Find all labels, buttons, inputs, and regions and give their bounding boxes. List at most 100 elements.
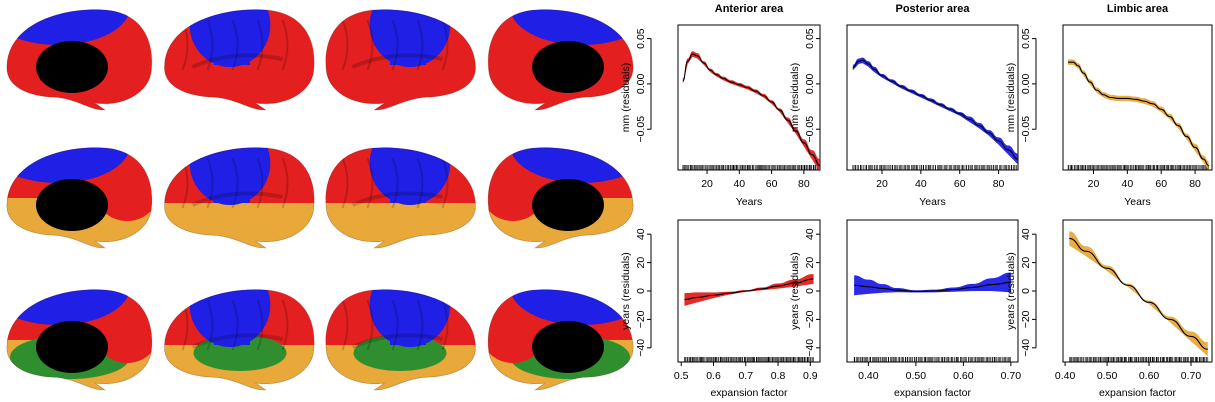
x-tick-label: 40 xyxy=(1121,178,1133,190)
y-tick-label: 20 xyxy=(635,257,647,269)
plot-box xyxy=(1062,219,1213,363)
brain-view xyxy=(325,9,476,111)
fit-line xyxy=(854,281,1011,292)
y-tick-label: −20 xyxy=(635,310,647,328)
x-tick-label: 60 xyxy=(1155,178,1167,190)
x-axis-label: Years xyxy=(1124,196,1150,208)
fit-line xyxy=(684,278,814,301)
x-tick-label: 0.70 xyxy=(1001,370,1022,382)
x-tick-label: 0.60 xyxy=(1139,370,1160,382)
y-tick-label: 40 xyxy=(635,228,647,240)
x-tick-label: 0.60 xyxy=(953,370,974,382)
brain-row-3 xyxy=(6,289,634,391)
fit-line xyxy=(1068,61,1209,167)
x-tick-label: 0.6 xyxy=(706,370,721,382)
y-tick-label: −20 xyxy=(804,310,816,328)
y-tick-label: 0 xyxy=(635,288,647,294)
x-tick-label: 60 xyxy=(954,178,966,190)
x-tick-label: 80 xyxy=(993,178,1005,190)
fit-line xyxy=(852,59,1019,160)
y-axis-label: years (residuals) xyxy=(789,252,801,330)
confidence-band xyxy=(854,272,1011,296)
y-tick-label: −0.05 xyxy=(804,116,816,143)
x-tick-label: 20 xyxy=(1088,178,1100,190)
medial-wall xyxy=(532,321,604,373)
y-tick-label: 0.00 xyxy=(1020,74,1032,95)
chart-title: Limbic area xyxy=(1107,3,1169,15)
chart-title: Anterior area xyxy=(715,3,784,15)
y-tick-label: −0.05 xyxy=(1020,116,1032,143)
confidence-band xyxy=(852,57,1018,165)
y-tick-label: 20 xyxy=(1020,257,1032,269)
y-tick-label: 40 xyxy=(804,228,816,240)
y-axis-label: years (residuals) xyxy=(1005,252,1017,330)
y-axis-label: mm (residuals) xyxy=(620,63,632,132)
brain-view xyxy=(6,147,153,249)
rug-marks xyxy=(684,357,814,362)
y-tick-label: 0 xyxy=(804,288,816,294)
x-tick-label: 0.70 xyxy=(1181,370,1202,382)
rug-marks xyxy=(853,357,1011,362)
rug-marks xyxy=(852,165,1019,170)
brain-view xyxy=(164,147,315,249)
x-tick-label: 80 xyxy=(798,178,810,190)
x-axis-label: expansion factor xyxy=(894,387,972,399)
y-tick-label: −20 xyxy=(1020,310,1032,328)
fit-line xyxy=(682,53,821,167)
y-axis-label: years (residuals) xyxy=(620,252,632,330)
y-tick-label: 0 xyxy=(1020,288,1032,294)
rug-marks xyxy=(1068,357,1209,362)
plot-box xyxy=(846,24,1019,171)
x-tick-label: 0.50 xyxy=(906,370,927,382)
medial-wall xyxy=(36,41,108,93)
fit-line xyxy=(1069,237,1208,350)
brain-surface-figure xyxy=(6,9,634,391)
medial-wall xyxy=(36,321,108,373)
chart-title: Posterior area xyxy=(896,3,971,15)
plot-box xyxy=(1062,24,1213,171)
y-tick-label: 0.00 xyxy=(804,74,816,95)
medial-wall xyxy=(532,41,604,93)
x-tick-label: 0.9 xyxy=(803,370,818,382)
x-axis-label: expansion factor xyxy=(1099,387,1177,399)
y-axis-label: mm (residuals) xyxy=(789,63,801,132)
y-tick-label: −40 xyxy=(804,339,816,357)
y-tick-label: 20 xyxy=(804,257,816,269)
x-tick-label: 40 xyxy=(915,178,927,190)
x-tick-label: 20 xyxy=(876,178,888,190)
y-tick-label: 0.00 xyxy=(635,74,647,95)
x-tick-label: 0.5 xyxy=(674,370,689,382)
y-tick-label: 40 xyxy=(1020,228,1032,240)
x-tick-label: 0.7 xyxy=(738,370,753,382)
y-tick-label: −0.05 xyxy=(635,116,647,143)
y-tick-label: 0.05 xyxy=(1020,28,1032,49)
x-tick-label: 60 xyxy=(766,178,778,190)
confidence-band xyxy=(1068,59,1209,170)
x-tick-label: 0.8 xyxy=(771,370,786,382)
rug-marks xyxy=(682,165,821,170)
y-tick-label: −40 xyxy=(1020,339,1032,357)
x-tick-label: 20 xyxy=(701,178,713,190)
y-tick-label: −40 xyxy=(635,339,647,357)
y-tick-label: 0.05 xyxy=(804,28,816,49)
medial-wall xyxy=(36,179,108,231)
brain-view xyxy=(164,9,315,111)
y-axis-label: mm (residuals) xyxy=(1005,63,1017,132)
x-axis-label: expansion factor xyxy=(710,387,788,399)
x-tick-label: 0.50 xyxy=(1097,370,1118,382)
x-tick-label: 0.40 xyxy=(1055,370,1076,382)
x-axis-label: Years xyxy=(919,196,945,208)
x-tick-label: 80 xyxy=(1189,178,1201,190)
medial-wall xyxy=(532,179,604,231)
x-tick-label: 40 xyxy=(733,178,745,190)
y-tick-label: 0.05 xyxy=(635,28,647,49)
rug-marks xyxy=(1067,165,1209,170)
x-tick-label: 0.40 xyxy=(858,370,879,382)
brain-view xyxy=(164,289,315,391)
